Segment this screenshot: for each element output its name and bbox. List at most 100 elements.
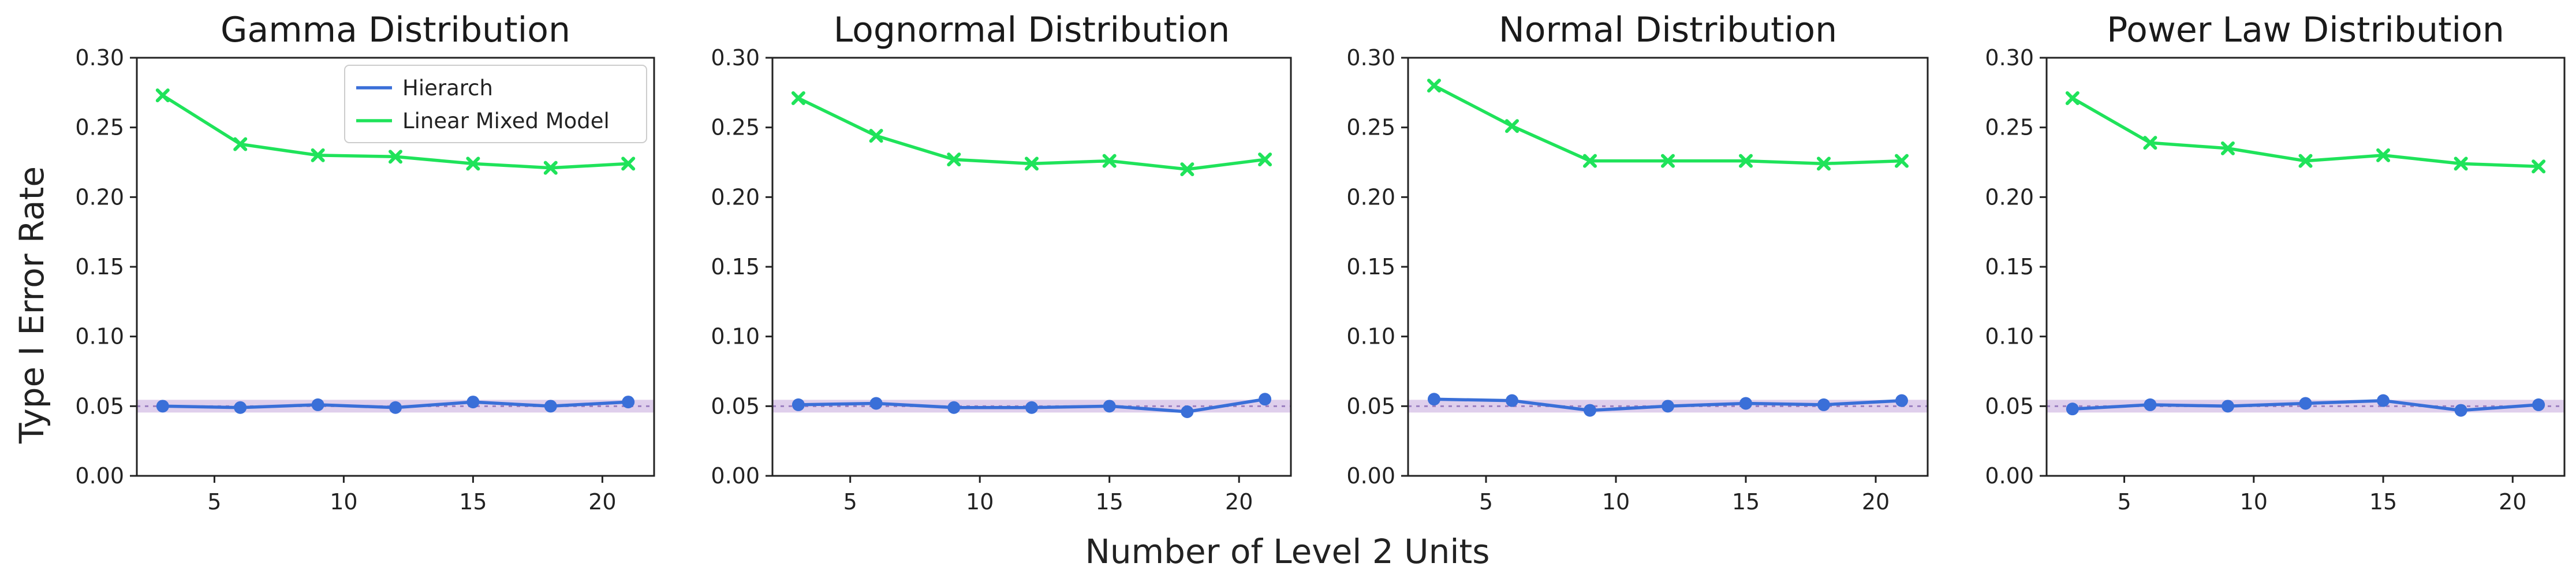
y-tick-label: 0.05 bbox=[711, 393, 760, 419]
series-line-lmm bbox=[1433, 84, 1902, 166]
hierarch-point bbox=[389, 401, 402, 414]
lmm-point bbox=[1817, 157, 1831, 171]
y-tick-label: 0.15 bbox=[75, 254, 124, 280]
lmm-point bbox=[1102, 154, 1117, 168]
x-tick-label: 15 bbox=[2369, 489, 2397, 515]
x-tick-label: 15 bbox=[1096, 489, 1123, 515]
lmm-point bbox=[791, 91, 805, 105]
hierarch-point bbox=[622, 396, 635, 409]
x-tick-label: 20 bbox=[588, 489, 616, 515]
y-tick-label: 0.25 bbox=[1346, 115, 1395, 140]
y-tick-label: 0.25 bbox=[711, 115, 760, 140]
y-tick-label: 0.00 bbox=[1346, 463, 1395, 489]
lmm-point bbox=[1025, 157, 1039, 171]
x-tick-label: 5 bbox=[1479, 489, 1493, 515]
hierarch-point bbox=[1025, 401, 1038, 414]
lmm-point bbox=[1661, 154, 1675, 168]
hierarch-point bbox=[544, 400, 557, 413]
panel-2: 0.00 0.05 0.10 0.15 0.20 0.25 0.30 5 10 15 20 Logno… bbox=[711, 10, 1292, 515]
lmm-point bbox=[466, 157, 480, 171]
y-axis-label: Type I Error Rate bbox=[12, 166, 51, 444]
x-tick-label: 5 bbox=[843, 489, 857, 515]
panel-3: 0.00 0.05 0.10 0.15 0.20 0.25 0.30 5 10 15 20 Norma… bbox=[1346, 10, 1929, 515]
panel-title: Gamma Distribution bbox=[221, 10, 570, 50]
panel-title: Normal Distribution bbox=[1499, 10, 1837, 50]
y-tick-label: 0.20 bbox=[75, 184, 124, 210]
y-tick-label: 0.30 bbox=[711, 45, 760, 70]
lmm-point bbox=[311, 148, 325, 162]
hierarch-point bbox=[869, 397, 883, 410]
x-axis-label: Number of Level 2 Units bbox=[1085, 532, 1490, 571]
hierarch-point bbox=[1817, 398, 1830, 411]
lmm-point bbox=[1180, 162, 1194, 177]
hierarch-point bbox=[234, 401, 247, 414]
x-tick-label: 15 bbox=[1732, 489, 1760, 515]
y-tick-label: 0.20 bbox=[1346, 184, 1395, 210]
x-tick-label: 5 bbox=[2117, 489, 2131, 515]
lmm-point bbox=[1583, 154, 1597, 168]
hierarch-point bbox=[156, 400, 169, 413]
series-line-lmm bbox=[797, 96, 1265, 171]
lmm-point bbox=[2298, 154, 2313, 168]
legend-box bbox=[344, 65, 647, 143]
hierarch-point bbox=[466, 396, 480, 409]
y-tick-label: 0.25 bbox=[75, 115, 124, 140]
hierarch-point bbox=[2532, 398, 2545, 411]
y-tick-label: 0.10 bbox=[1985, 324, 2034, 349]
hierarch-point bbox=[1428, 393, 1440, 406]
y-tick-label: 0.00 bbox=[711, 463, 760, 489]
y-tick-label: 0.15 bbox=[1346, 254, 1395, 280]
lmm-point bbox=[1505, 119, 1519, 133]
plot-frame bbox=[1407, 57, 1929, 477]
plot-frame bbox=[2045, 57, 2566, 477]
lmm-point bbox=[2143, 136, 2157, 150]
hierarch-point bbox=[1739, 397, 1752, 410]
lmm-point bbox=[869, 129, 883, 143]
y-tick-label: 0.30 bbox=[1346, 45, 1395, 70]
lmm-point bbox=[1895, 154, 1909, 168]
x-tick-label: 20 bbox=[1225, 489, 1253, 515]
lmm-point bbox=[2220, 141, 2235, 155]
panels: 0.00 0.05 0.10 0.15 0.20 0.25 0.30 5 10 15 20 Gamma… bbox=[75, 10, 2566, 515]
lmm-point bbox=[2065, 91, 2080, 105]
y-tick-label: 0.30 bbox=[75, 45, 124, 70]
lmm-point bbox=[2532, 159, 2546, 174]
y-tick-label: 0.10 bbox=[1346, 324, 1395, 349]
hierarch-point bbox=[1584, 404, 1596, 417]
panel-4: 0.00 0.05 0.10 0.15 0.20 0.25 0.30 5 10 15 20 Power… bbox=[1985, 10, 2566, 515]
hierarch-point bbox=[1662, 400, 1674, 413]
x-tick-label: 10 bbox=[1602, 489, 1630, 515]
hierarch-point bbox=[2299, 397, 2312, 410]
lmm-point bbox=[947, 152, 961, 167]
hierarch-point bbox=[1103, 400, 1116, 413]
lmm-point bbox=[233, 137, 248, 151]
panel-1: 0.00 0.05 0.10 0.15 0.20 0.25 0.30 5 10 15 20 Gamma… bbox=[75, 10, 655, 515]
lmm-point bbox=[155, 88, 170, 103]
lmm-point bbox=[389, 150, 402, 164]
x-tick-label: 10 bbox=[2240, 489, 2268, 515]
series-line-lmm bbox=[2071, 96, 2539, 168]
y-tick-label: 0.15 bbox=[1985, 254, 2034, 280]
hierarch-point bbox=[1895, 394, 1908, 407]
hierarch-point bbox=[792, 398, 805, 411]
hierarch-point bbox=[2144, 398, 2157, 411]
y-tick-label: 0.30 bbox=[1985, 45, 2034, 70]
y-tick-label: 0.10 bbox=[711, 324, 760, 349]
legend: Hierarch Linear Mixed Model bbox=[344, 65, 647, 143]
y-tick-label: 0.05 bbox=[1985, 393, 2034, 419]
hierarch-point bbox=[2066, 403, 2079, 416]
x-tick-label: 10 bbox=[330, 489, 357, 515]
lmm-point bbox=[1427, 79, 1441, 93]
lmm-point bbox=[2454, 157, 2468, 171]
lmm-point bbox=[2376, 148, 2391, 162]
lmm-point bbox=[621, 157, 636, 171]
hierarch-point bbox=[1181, 405, 1194, 418]
hierarch-point bbox=[947, 401, 961, 414]
y-tick-label: 0.00 bbox=[1985, 463, 2034, 489]
legend-entry: Linear Mixed Model bbox=[402, 109, 610, 133]
y-tick-label: 0.15 bbox=[711, 254, 760, 280]
hierarch-point bbox=[2221, 400, 2234, 413]
hierarch-point bbox=[1506, 394, 1518, 407]
lmm-point bbox=[1258, 152, 1272, 167]
